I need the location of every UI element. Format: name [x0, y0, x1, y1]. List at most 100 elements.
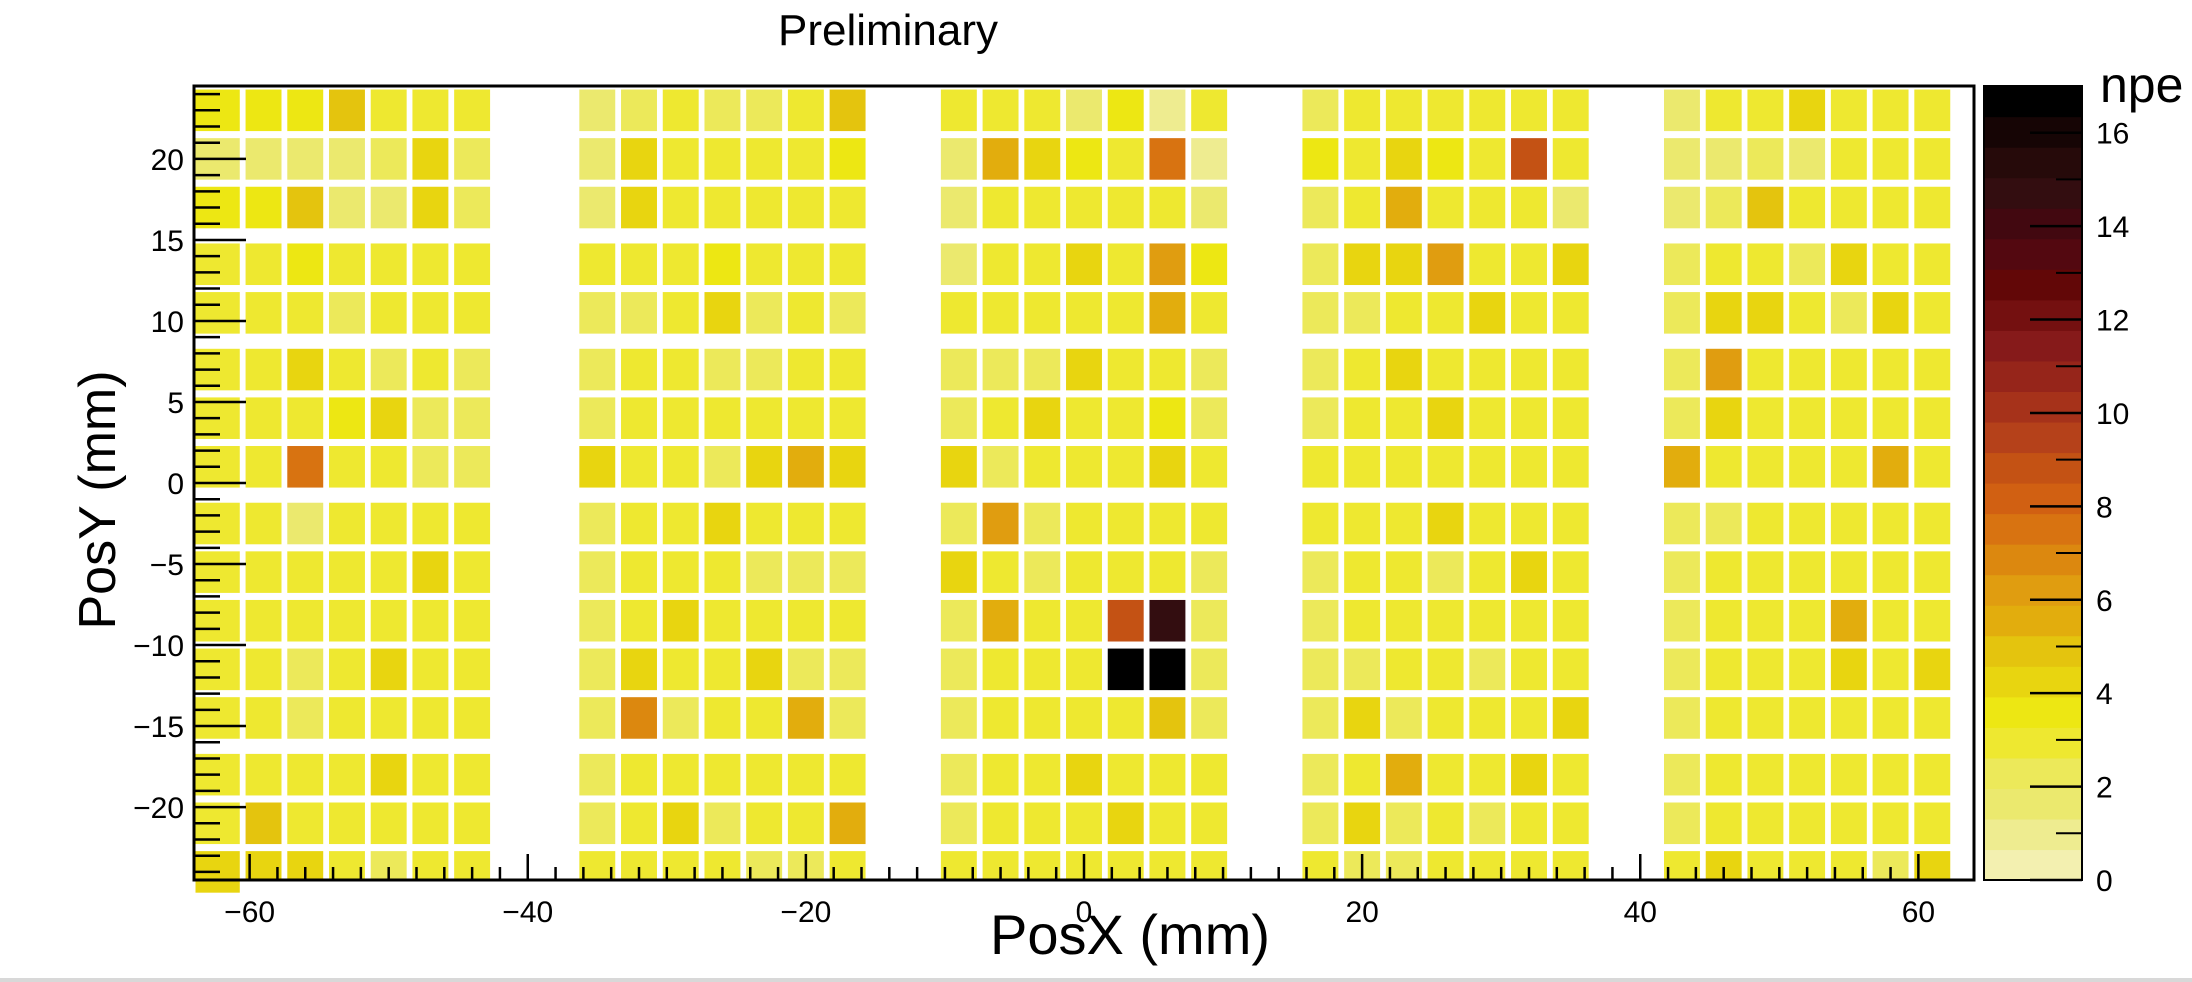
x-tick-label: −40: [502, 896, 553, 929]
heatmap-cell: [576, 799, 619, 848]
heatmap-cell: [451, 394, 494, 442]
heatmap-cell: [1188, 596, 1231, 645]
heatmap-cell: [826, 750, 869, 799]
heatmap-cell: [1549, 548, 1592, 596]
heatmap-cell: [979, 499, 1022, 548]
heatmap-cell: [743, 240, 786, 289]
heatmap-cell: [367, 750, 410, 799]
heatmap-cell: [1021, 799, 1064, 848]
colorbar-tick-label: 0: [2096, 865, 2113, 898]
heatmap-cell: [1104, 135, 1147, 183]
heatmap-cell: [826, 345, 869, 394]
y-tick-label: 10: [151, 306, 184, 339]
colorbar-swatch: [1984, 696, 2082, 728]
heatmap-cell: [1021, 289, 1064, 337]
heatmap-cell: [1424, 289, 1467, 337]
heatmap-cell: [1424, 240, 1467, 289]
heatmap-cell: [1827, 750, 1870, 799]
heatmap-cell: [1424, 799, 1467, 848]
colorbar-swatch: [1984, 330, 2082, 362]
heatmap-cell: [1911, 799, 1954, 848]
colorbar-swatch: [1984, 605, 2082, 637]
heatmap-cell: [1104, 645, 1147, 694]
heatmap-cell: [1104, 596, 1147, 645]
heatmap-cell: [659, 86, 702, 135]
heatmap-cell: [1021, 135, 1064, 183]
heatmap-cell: [326, 443, 368, 491]
heatmap-cell: [1021, 86, 1064, 135]
heatmap-cell: [1021, 443, 1064, 491]
heatmap-cell: [192, 289, 243, 337]
heatmap-cell: [1911, 694, 1954, 742]
heatmap-cell: [618, 183, 660, 232]
heatmap-cell: [979, 596, 1022, 645]
heatmap-cell: [284, 596, 327, 645]
heatmap-cell: [618, 394, 660, 442]
heatmap-cell: [937, 135, 980, 183]
heatmap-cell: [1466, 86, 1509, 135]
heatmap-cell: [1827, 135, 1870, 183]
heatmap-cell: [937, 799, 980, 848]
heatmap-cell: [1827, 289, 1870, 337]
heatmap-cell: [1424, 499, 1467, 548]
y-tick-label: 15: [151, 225, 184, 258]
heatmap-cell: [1744, 135, 1787, 183]
heatmap-cell: [1661, 499, 1703, 548]
heatmap-cell: [576, 645, 619, 694]
heatmap-cell: [784, 289, 827, 337]
heatmap-cell: [937, 548, 980, 596]
colorbar-tick-label: 16: [2096, 118, 2129, 151]
heatmap-cell: [937, 183, 980, 232]
heatmap-cell: [1744, 240, 1787, 289]
colorbar: 0 2 4 6 8 10 12 14 16: [1983, 85, 2129, 898]
colorbar-swatch: [1984, 849, 2082, 881]
heatmap-cell: [1299, 394, 1342, 442]
colorbar-tick-label: 4: [2096, 678, 2113, 711]
heatmap-cell: [576, 394, 619, 442]
heatmap-cell: [743, 394, 786, 442]
heatmap-cell: [784, 86, 827, 135]
heatmap-cell: [1466, 135, 1509, 183]
heatmap-cell: [326, 499, 368, 548]
heatmap-cell: [1063, 289, 1105, 337]
heatmap-cell: [1382, 443, 1425, 491]
heatmap-cell: [326, 183, 368, 232]
heatmap-cell: [1466, 596, 1509, 645]
heatmap-cell: [576, 345, 619, 394]
heatmap-cell: [1869, 86, 1912, 135]
heatmap-cell: [1299, 548, 1342, 596]
heatmap-cell: [1911, 135, 1954, 183]
heatmap-cell: [1911, 289, 1954, 337]
x-tick-label: 40: [1624, 896, 1657, 929]
heatmap-cell: [1869, 499, 1912, 548]
heatmap-cell: [1702, 443, 1745, 491]
heatmap-cell: [1188, 750, 1231, 799]
heatmap-cell: [937, 345, 980, 394]
heatmap-cell: [826, 443, 869, 491]
heatmap-cell: [826, 289, 869, 337]
colorbar-tick-label: 8: [2096, 491, 2113, 524]
heatmap-cell: [659, 596, 702, 645]
heatmap-cell: [1466, 183, 1509, 232]
heatmap-cell: [1702, 750, 1745, 799]
heatmap-cell: [409, 499, 452, 548]
heatmap-cell: [367, 135, 410, 183]
heatmap-cell: [451, 345, 494, 394]
heatmap-cell: [451, 289, 494, 337]
heatmap-cell: [1827, 548, 1870, 596]
heatmap-cell: [1382, 548, 1425, 596]
heatmap-cell: [284, 394, 327, 442]
heatmap-cell: [979, 694, 1022, 742]
heatmap-cell: [1702, 596, 1745, 645]
heatmap-cell: [1104, 240, 1147, 289]
heatmap-cell: [1911, 548, 1954, 596]
heatmap-cell: [192, 694, 243, 742]
heatmap-cell: [1021, 596, 1064, 645]
heatmap-cell: [1299, 443, 1342, 491]
heatmap-cell: [784, 694, 827, 742]
heatmap-cell: [1702, 345, 1745, 394]
heatmap-cell: [242, 240, 285, 289]
heatmap-cell: [1188, 443, 1231, 491]
chart-title: Preliminary: [777, 6, 999, 55]
heatmap-cell: [979, 443, 1022, 491]
